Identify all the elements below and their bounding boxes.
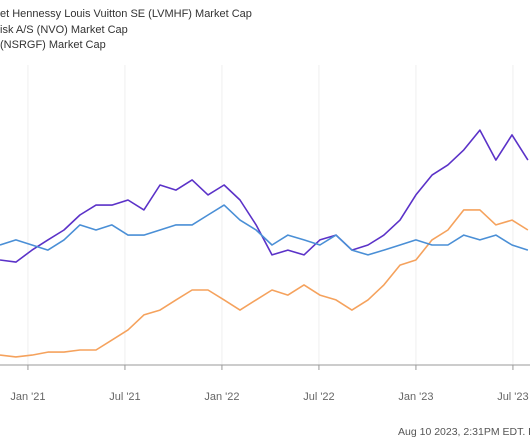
x-tick-label: Jul '23 bbox=[497, 391, 528, 403]
legend-entry: isk A/S (NVO) Market Cap bbox=[0, 24, 128, 36]
x-tick-label: Jul '22 bbox=[303, 391, 334, 403]
footer: Aug 10 2023, 2:31PM EDT. Powered by bbox=[398, 426, 530, 438]
x-tick-label: Jan '23 bbox=[398, 391, 433, 403]
series-line bbox=[0, 129, 529, 263]
legend-entry: et Hennessy Louis Vuitton SE (LVMHF) Mar… bbox=[0, 8, 252, 20]
legend-entry: (NSRGF) Market Cap bbox=[0, 39, 106, 51]
x-tick-label: Jan '21 bbox=[10, 391, 45, 403]
x-tick-label: Jul '21 bbox=[109, 391, 140, 403]
x-tick-label: Jan '22 bbox=[204, 391, 239, 403]
series-line bbox=[0, 204, 529, 256]
series-line bbox=[0, 209, 529, 358]
